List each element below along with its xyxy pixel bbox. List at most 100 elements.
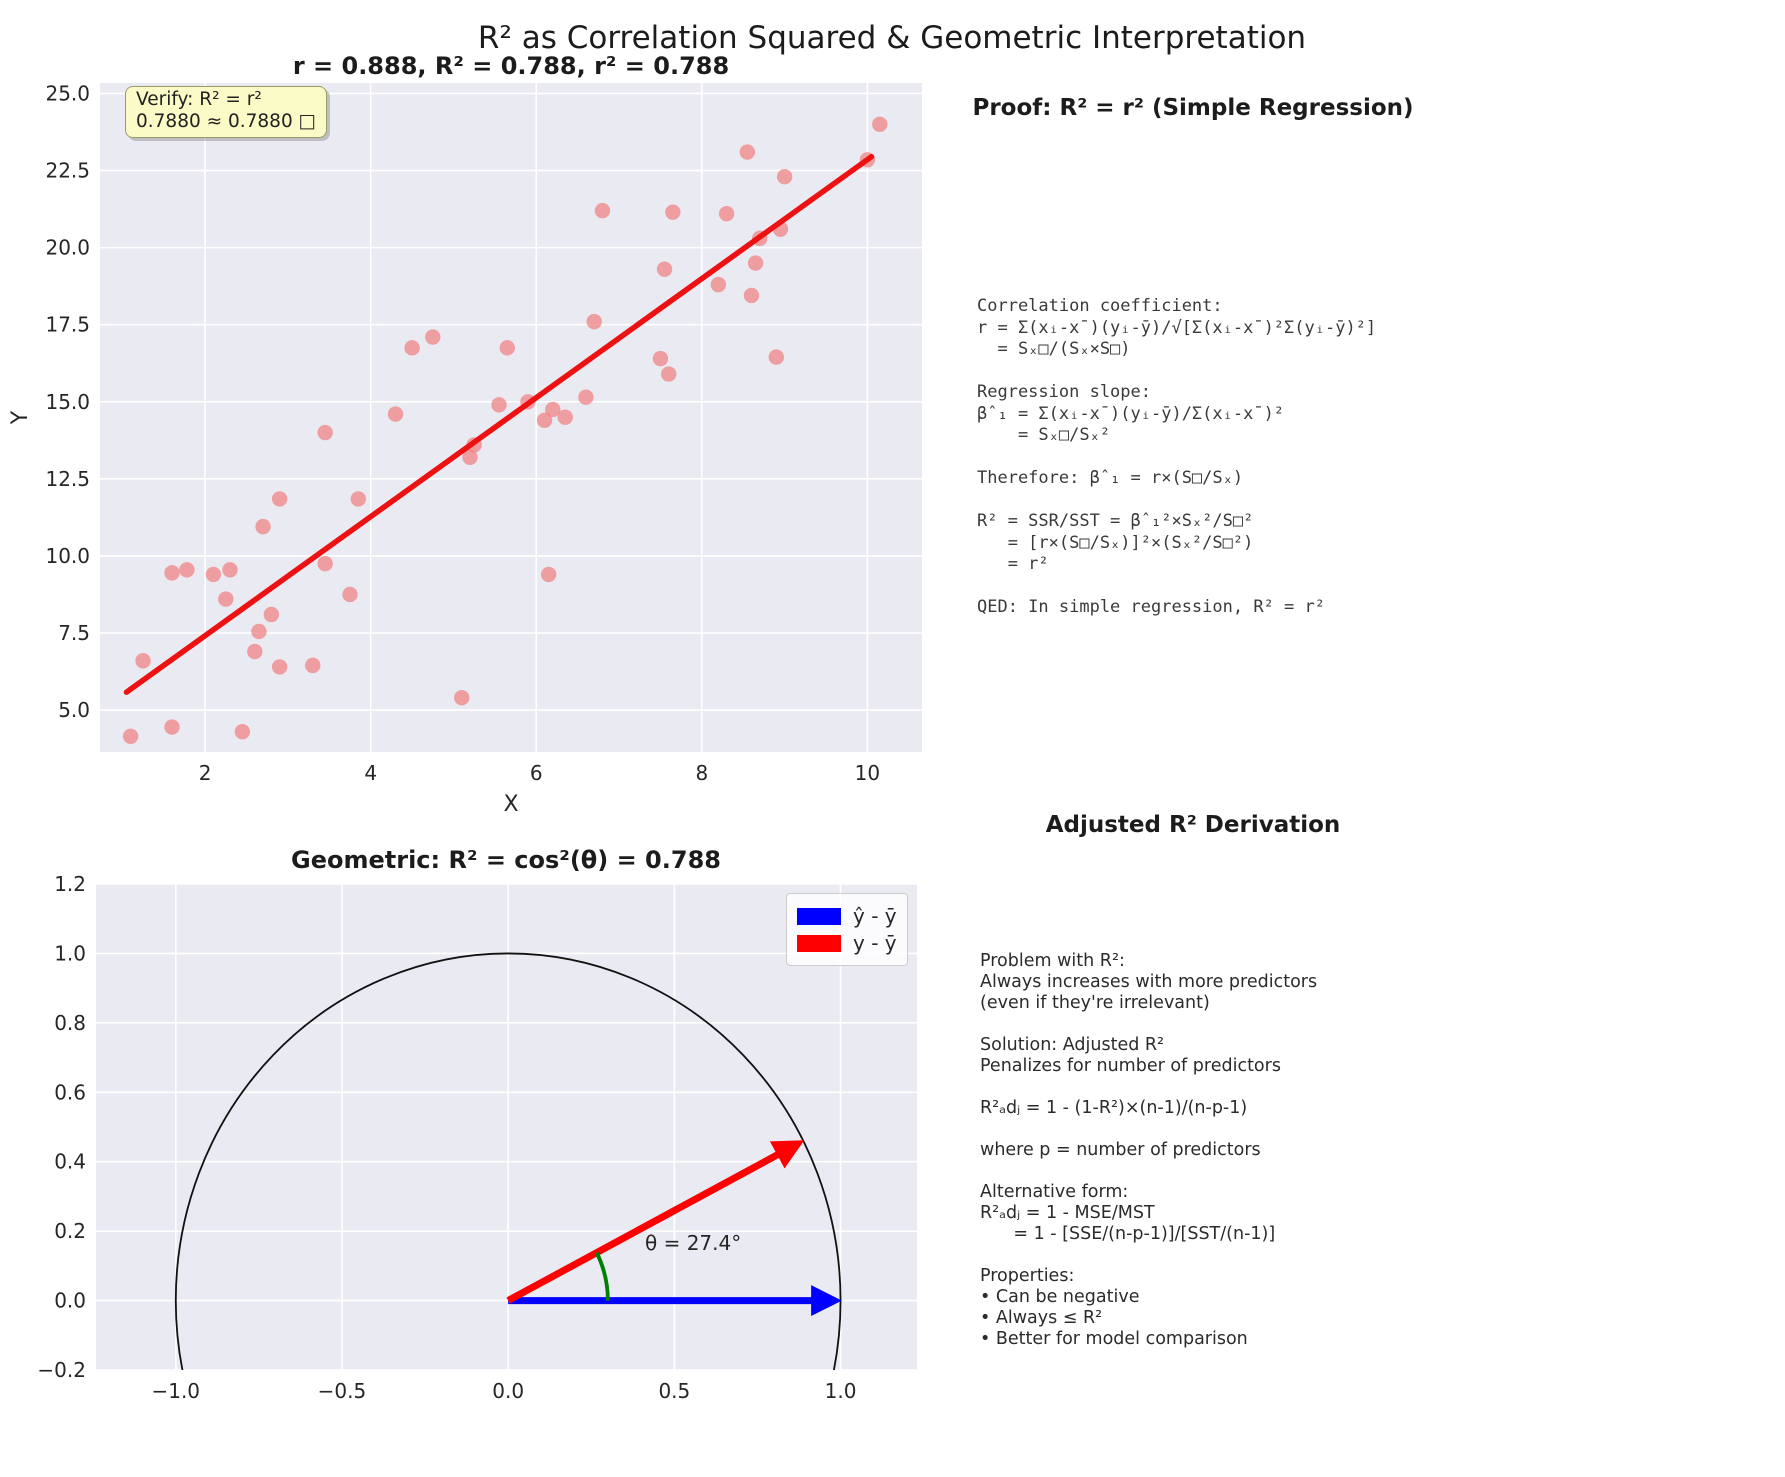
proof-derivation-text: Correlation coefficient: r = Σ(xᵢ-x¯)(yᵢ… (977, 296, 1377, 617)
y-tick-label: 25.0 (45, 81, 90, 105)
x-tick-label: 2 (199, 761, 212, 785)
scatter-point (594, 202, 611, 219)
scatter-point (122, 728, 139, 744)
scatter-point (342, 586, 358, 603)
proof-panel-title: Proof: R² = r² (Simple Regression) (972, 95, 1414, 121)
scatter-point (776, 169, 793, 185)
verify-line-1: Verify: R² = r² (136, 89, 262, 110)
verify-annotation-box: Verify: R² = r² 0.7880 ≈ 0.7880 □ (125, 86, 328, 138)
scatter-point (491, 397, 507, 413)
y-tick-label: 1.0 (54, 941, 86, 965)
scatter-point (247, 643, 263, 660)
y-tick-label: 1.2 (54, 872, 86, 896)
scatter-point (499, 340, 515, 356)
y-tick-label: 0.2 (54, 1219, 86, 1243)
y-tick-label: 0.8 (54, 1011, 86, 1035)
scatter-x-axis-label: X (503, 792, 519, 817)
scatter-point (872, 116, 888, 133)
scatter-point (164, 719, 180, 735)
scatter-y-axis-label: Y (8, 410, 34, 425)
y-tick-label: 0.6 (54, 1080, 86, 1104)
scatter-point (652, 350, 669, 367)
y-tick-label: −0.2 (37, 1358, 86, 1382)
x-tick-label: −1.0 (151, 1379, 200, 1403)
scatter-point (317, 555, 333, 572)
x-tick-label: 1.0 (825, 1379, 857, 1403)
scatter-point (660, 366, 677, 382)
legend-row-yhat: ŷ - ȳ (797, 904, 897, 928)
verify-line-2: 0.7880 ≈ 0.7880 □ (136, 111, 317, 132)
scatter-point (222, 562, 238, 578)
legend-label-y: y - ȳ (853, 931, 897, 955)
y-tick-label: 17.5 (45, 313, 90, 337)
y-tick-label: 20.0 (45, 236, 90, 260)
y-tick-label: 22.5 (45, 159, 90, 183)
legend-label-yhat: ŷ - ȳ (853, 904, 897, 928)
scatter-point (557, 409, 573, 425)
legend: ŷ - ȳ y - ȳ (786, 893, 908, 966)
scatter-point (218, 591, 234, 607)
legend-swatch-blue (797, 907, 841, 925)
y-tick-label: 0.0 (54, 1289, 86, 1313)
regression-line (123, 153, 875, 695)
scatter-point (234, 723, 251, 740)
scatter-point (462, 449, 478, 465)
legend-swatch-red (797, 934, 841, 952)
x-tick-label: 0.0 (492, 1379, 524, 1403)
x-tick-label: 0.5 (658, 1379, 690, 1403)
scatter-point (425, 329, 441, 345)
scatter-point (540, 566, 557, 583)
scatter-point (536, 412, 553, 428)
scatter-point (251, 623, 267, 640)
y-tick-label: 12.5 (45, 467, 90, 491)
x-tick-label: 6 (530, 761, 543, 785)
adjusted-panel-title: Adjusted R² Derivation (1045, 812, 1341, 838)
adjusted-derivation-text: Problem with R²: Always increases with m… (980, 951, 1318, 1349)
scatter-point (263, 606, 280, 623)
scatter-point (271, 491, 288, 507)
scatter-point (743, 287, 760, 304)
y-tick-label: 5.0 (58, 698, 90, 722)
scatter-point (578, 389, 594, 405)
scatter-point (164, 565, 180, 581)
x-tick-label: 4 (364, 761, 377, 785)
scatter-point (747, 255, 764, 271)
scatter-point (305, 657, 321, 674)
vector-y-minus-ybar (506, 1140, 805, 1304)
scatter-point (768, 349, 785, 365)
y-tick-label: 7.5 (58, 621, 90, 645)
scatter-point (586, 313, 602, 330)
angle-arc (594, 1251, 610, 1301)
scatter-point (271, 659, 288, 675)
scatter-plot: 2 4 6 8 10 5.0 7.5 10.0 12.5 15.0 17.5 20.0 22.5 25.0 (45, 81, 922, 785)
geometric-plot-title: Geometric: R² = cos²(θ) = 0.788 (291, 846, 721, 874)
x-tick-label: 8 (695, 761, 708, 785)
scatter-point (317, 424, 333, 441)
scatter-point (665, 204, 681, 220)
scatter-point (739, 144, 756, 160)
scatter-point (205, 566, 222, 583)
angle-value-label: θ = 27.4° (645, 1231, 742, 1255)
y-tick-label: 15.0 (45, 390, 90, 414)
scatter-plot-title: r = 0.888, R² = 0.788, r² = 0.788 (292, 52, 730, 80)
scatter-point (404, 340, 420, 356)
scatter-point (710, 276, 727, 293)
x-tick-label: 10 (855, 761, 880, 785)
scatter-point (255, 518, 271, 535)
scatter-point (179, 562, 195, 578)
scatter-point (387, 406, 404, 422)
geometric-plot: −1.0 −0.5 0.0 0.5 1.0 −0.2 0.0 0.2 0.4 0.6 0.8 1.0 1… (37, 872, 917, 1403)
scatter-point (454, 690, 470, 706)
scatter-point (718, 206, 735, 222)
scatter-point (135, 653, 151, 669)
scatter-point (656, 261, 673, 277)
figure-title: R² as Correlation Squared & Geometric In… (477, 20, 1307, 56)
plot-background (96, 884, 917, 1370)
scatter-point (350, 491, 366, 507)
y-tick-label: 10.0 (45, 544, 90, 568)
y-tick-label: 0.4 (54, 1150, 86, 1174)
x-tick-label: −0.5 (318, 1379, 367, 1403)
legend-row-y: y - ȳ (797, 931, 897, 955)
